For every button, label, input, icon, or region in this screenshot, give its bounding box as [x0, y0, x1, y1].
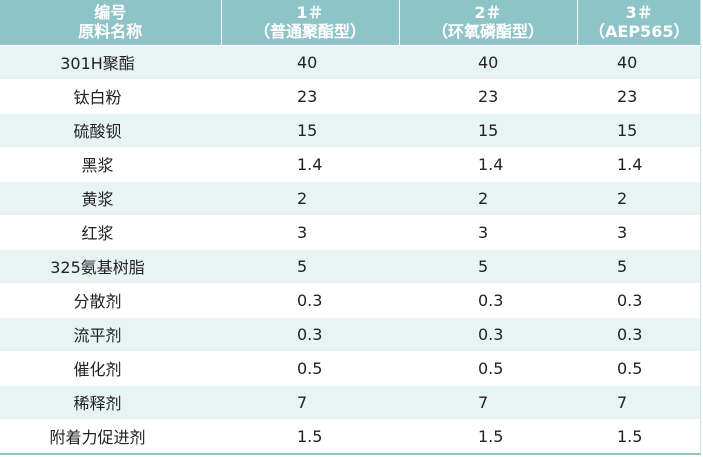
header-formula-2-type: （环氧磷酯型） [431, 22, 544, 42]
formula-3-value: 5 [577, 248, 701, 284]
header-formula-3: 3＃ （AEP565） [576, 0, 701, 45]
formula-3-value: 23 [577, 78, 701, 114]
formula-1-value: 23 [221, 78, 399, 114]
header-formula-1: 1＃ （普通聚酯型） [220, 0, 399, 45]
table-row: 分散剂 0.3 0.3 0.3 [0, 282, 701, 318]
formula-1-value: 15 [221, 112, 399, 148]
formula-2-value: 2 [399, 180, 577, 216]
formula-3-value: 1.5 [577, 418, 701, 454]
material-name-cell: 附着力促进剂 [0, 418, 221, 454]
material-name-cell: 流平剂 [0, 316, 221, 352]
formula-3-value: 15 [577, 112, 701, 148]
formula-1-value: 1.4 [221, 146, 399, 182]
formula-1-value: 2 [221, 180, 399, 216]
formula-3-value: 1.4 [577, 146, 701, 182]
header-code-label: 编号 [94, 3, 127, 23]
header-formula-1-type: （普通聚酯型） [253, 22, 366, 42]
formula-2-value: 3 [399, 214, 577, 250]
header-formula-3-number: 3＃ [625, 3, 653, 23]
formula-2-value: 0.3 [399, 316, 577, 352]
formula-1-value: 40 [221, 44, 399, 80]
material-name-cell: 325氨基树脂 [0, 248, 221, 284]
table-header: 编号 原料名称 1＃ （普通聚酯型） 2＃ （环氧磷酯型） 3＃ （AEP565… [0, 0, 701, 45]
table-row: 黄浆 2 2 2 [0, 180, 701, 216]
table-row: 催化剂 0.5 0.5 0.5 [0, 350, 701, 386]
formula-2-value: 7 [399, 384, 577, 420]
formula-2-value: 1.4 [399, 146, 577, 182]
table-body: 301H聚酯 40 40 40 钛白粉 23 23 23 硫酸钡 15 15 1… [0, 44, 701, 454]
material-name-cell: 分散剂 [0, 282, 221, 318]
formula-1-value: 5 [221, 248, 399, 284]
formula-2-value: 23 [399, 78, 577, 114]
formula-3-value: 0.3 [577, 316, 701, 352]
table-row: 附着力促进剂 1.5 1.5 1.5 [0, 418, 701, 454]
table-row: 稀释剂 7 7 7 [0, 384, 701, 420]
header-formula-1-number: 1＃ [296, 3, 324, 23]
header-row: 编号 原料名称 1＃ （普通聚酯型） 2＃ （环氧磷酯型） 3＃ （AEP565… [0, 0, 701, 45]
material-name-cell: 稀释剂 [0, 384, 221, 420]
formula-2-value: 5 [399, 248, 577, 284]
table-row: 301H聚酯 40 40 40 [0, 44, 701, 80]
formula-1-value: 0.3 [221, 282, 399, 318]
table-row: 钛白粉 23 23 23 [0, 78, 701, 114]
formula-3-value: 3 [577, 214, 701, 250]
formula-2-value: 0.5 [399, 350, 577, 386]
header-material-name: 编号 原料名称 [0, 0, 221, 45]
table-row: 325氨基树脂 5 5 5 [0, 248, 701, 284]
header-material-label: 原料名称 [78, 22, 143, 42]
table-row: 流平剂 0.3 0.3 0.3 [0, 316, 701, 352]
formula-1-value: 0.5 [221, 350, 399, 386]
material-name-cell: 301H聚酯 [0, 44, 221, 80]
formula-2-value: 40 [399, 44, 577, 80]
material-name-cell: 催化剂 [0, 350, 221, 386]
table-row: 硫酸钡 15 15 15 [0, 112, 701, 148]
formula-1-value: 1.5 [221, 418, 399, 454]
formula-1-value: 3 [221, 214, 399, 250]
material-name-cell: 红浆 [0, 214, 221, 250]
formula-2-value: 0.3 [399, 282, 577, 318]
formula-1-value: 0.3 [221, 316, 399, 352]
formula-3-value: 2 [577, 180, 701, 216]
material-name-cell: 钛白粉 [0, 78, 221, 114]
header-formula-3-type: （AEP565） [589, 22, 690, 42]
formula-3-value: 7 [577, 384, 701, 420]
header-formula-2-number: 2＃ [474, 3, 502, 23]
material-name-cell: 硫酸钡 [0, 112, 221, 148]
table-row: 黑浆 1.4 1.4 1.4 [0, 146, 701, 182]
header-formula-2: 2＃ （环氧磷酯型） [398, 0, 577, 45]
formula-3-value: 0.3 [577, 282, 701, 318]
formula-3-value: 0.5 [577, 350, 701, 386]
formula-2-value: 15 [399, 112, 577, 148]
formula-3-value: 40 [577, 44, 701, 80]
formula-1-value: 7 [221, 384, 399, 420]
material-name-cell: 黄浆 [0, 180, 221, 216]
formula-2-value: 1.5 [399, 418, 577, 454]
material-name-cell: 黑浆 [0, 146, 221, 182]
table-row: 红浆 3 3 3 [0, 214, 701, 250]
